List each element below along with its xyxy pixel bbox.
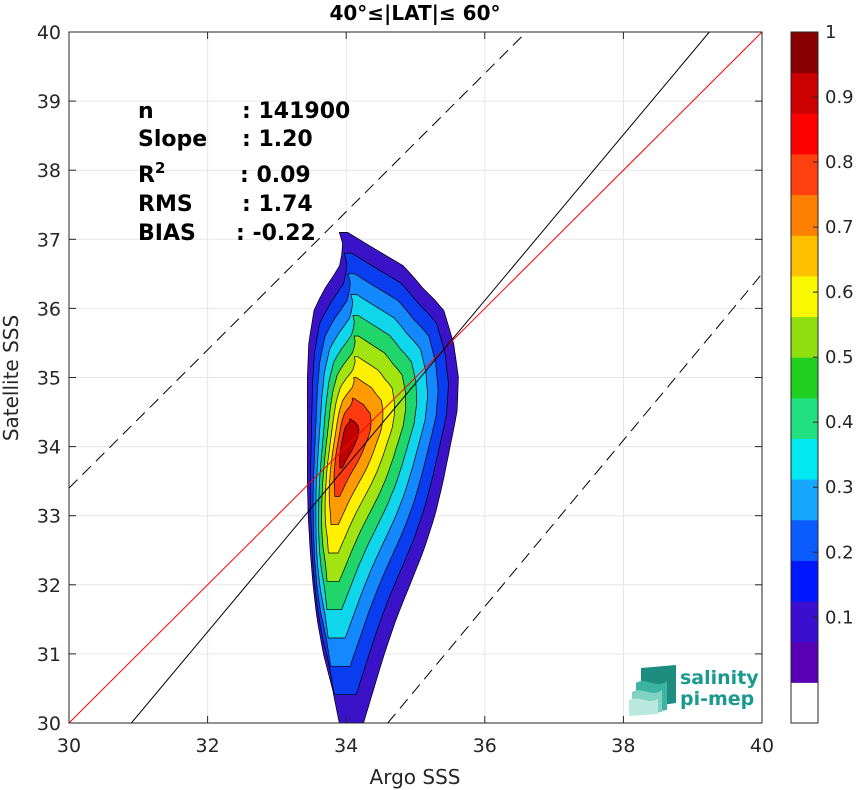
colorbar-segment — [791, 113, 818, 155]
reference-lines — [69, 32, 762, 723]
colorbar-segment — [791, 235, 818, 277]
regression-line — [130, 32, 710, 723]
y-tick-label: 31 — [37, 644, 61, 666]
one-to-one-line — [69, 32, 762, 723]
x-tick-label: 32 — [196, 735, 220, 757]
colorbar-tick-label: 0.7 — [825, 217, 854, 238]
y-tick-label: 32 — [37, 575, 61, 597]
y-axis-label: Satellite SSS — [0, 315, 23, 441]
logo-mark-icon — [629, 665, 676, 716]
colorbar-segment — [791, 194, 818, 236]
logo-line2: pi-mep — [680, 688, 754, 710]
x-axis-label: Argo SSS — [370, 765, 461, 789]
logo-line1: salinity — [680, 667, 759, 689]
density-contours — [307, 232, 459, 723]
colorbar-tick-label: 0.9 — [825, 87, 854, 108]
stat-key-n: n — [138, 99, 154, 124]
stat-value-r: : 0.09 — [240, 163, 311, 188]
x-axis-ticks: 30 32 34 36 38 40 — [57, 32, 774, 757]
stat-key-bias: BIAS — [138, 221, 196, 246]
colorbar-segment — [791, 32, 818, 74]
colorbar-tick-label: 0.6 — [825, 282, 854, 303]
colorbar-tick-label: 0.8 — [825, 152, 854, 173]
upper-bound-line — [69, 32, 527, 489]
colorbar-segment — [791, 357, 818, 399]
colorbar-tick-label: 0.3 — [825, 477, 854, 498]
colorbar-segment — [791, 560, 818, 602]
y-tick-label: 36 — [37, 298, 61, 320]
x-tick-label: 38 — [611, 735, 635, 757]
y-tick-label: 34 — [37, 437, 61, 459]
stat-value-rms: : 1.74 — [242, 192, 313, 217]
y-tick-label: 37 — [37, 229, 61, 251]
x-tick-label: 36 — [473, 735, 497, 757]
colorbar-segment — [791, 438, 818, 480]
colorbar-segment — [791, 316, 818, 358]
colorbar-frame — [790, 31, 819, 724]
colorbar-segment — [791, 601, 818, 643]
colorbar-tick-label: 1 — [825, 22, 836, 43]
colorbar-tick-label: 0.4 — [825, 412, 854, 433]
stat-value-bias: : -0.22 — [236, 221, 316, 246]
lower-bound-line — [387, 273, 762, 723]
y-tick-label: 35 — [37, 368, 61, 390]
colorbar-segment — [791, 682, 818, 724]
stat-value-n: : 141900 — [242, 99, 350, 124]
colorbar-tick-label: 0.2 — [825, 542, 854, 563]
x-tick-label: 40 — [750, 735, 774, 757]
x-tick-label: 34 — [334, 735, 358, 757]
colorbar-segment — [791, 641, 818, 683]
y-tick-label: 38 — [37, 160, 61, 182]
y-tick-label: 40 — [37, 22, 61, 44]
stat-key-superscript: 2 — [155, 159, 165, 177]
colorbar: 0.1 0.2 0.3 0.4 0.5 0.6 0.7 0.8 0.9 1 — [790, 22, 854, 724]
chart-title: 40°≤|LAT|≤ 60° — [329, 1, 500, 25]
colorbar-segment — [791, 72, 818, 114]
colorbar-segment — [791, 519, 818, 561]
stat-key-rms: RMS — [138, 192, 193, 217]
stat-key-slope: Slope — [138, 127, 207, 152]
colorbar-segment — [791, 153, 818, 196]
salinity-pi-mep-logo: salinity pi-mep — [629, 665, 759, 716]
colorbar-tick-label: 0.1 — [825, 607, 854, 628]
y-tick-label: 39 — [37, 91, 61, 113]
stat-value-slope: : 1.20 — [242, 127, 313, 152]
y-tick-label: 33 — [37, 506, 61, 528]
colorbar-tick-label: 0.5 — [825, 347, 854, 368]
colorbar-segment — [791, 479, 818, 521]
colorbar-segment — [791, 397, 818, 439]
colorbar-segment — [791, 275, 818, 318]
x-tick-label: 30 — [57, 735, 81, 757]
y-axis-ticks: 30 31 32 33 34 35 36 37 38 39 40 — [37, 22, 762, 735]
y-tick-label: 30 — [37, 713, 61, 735]
